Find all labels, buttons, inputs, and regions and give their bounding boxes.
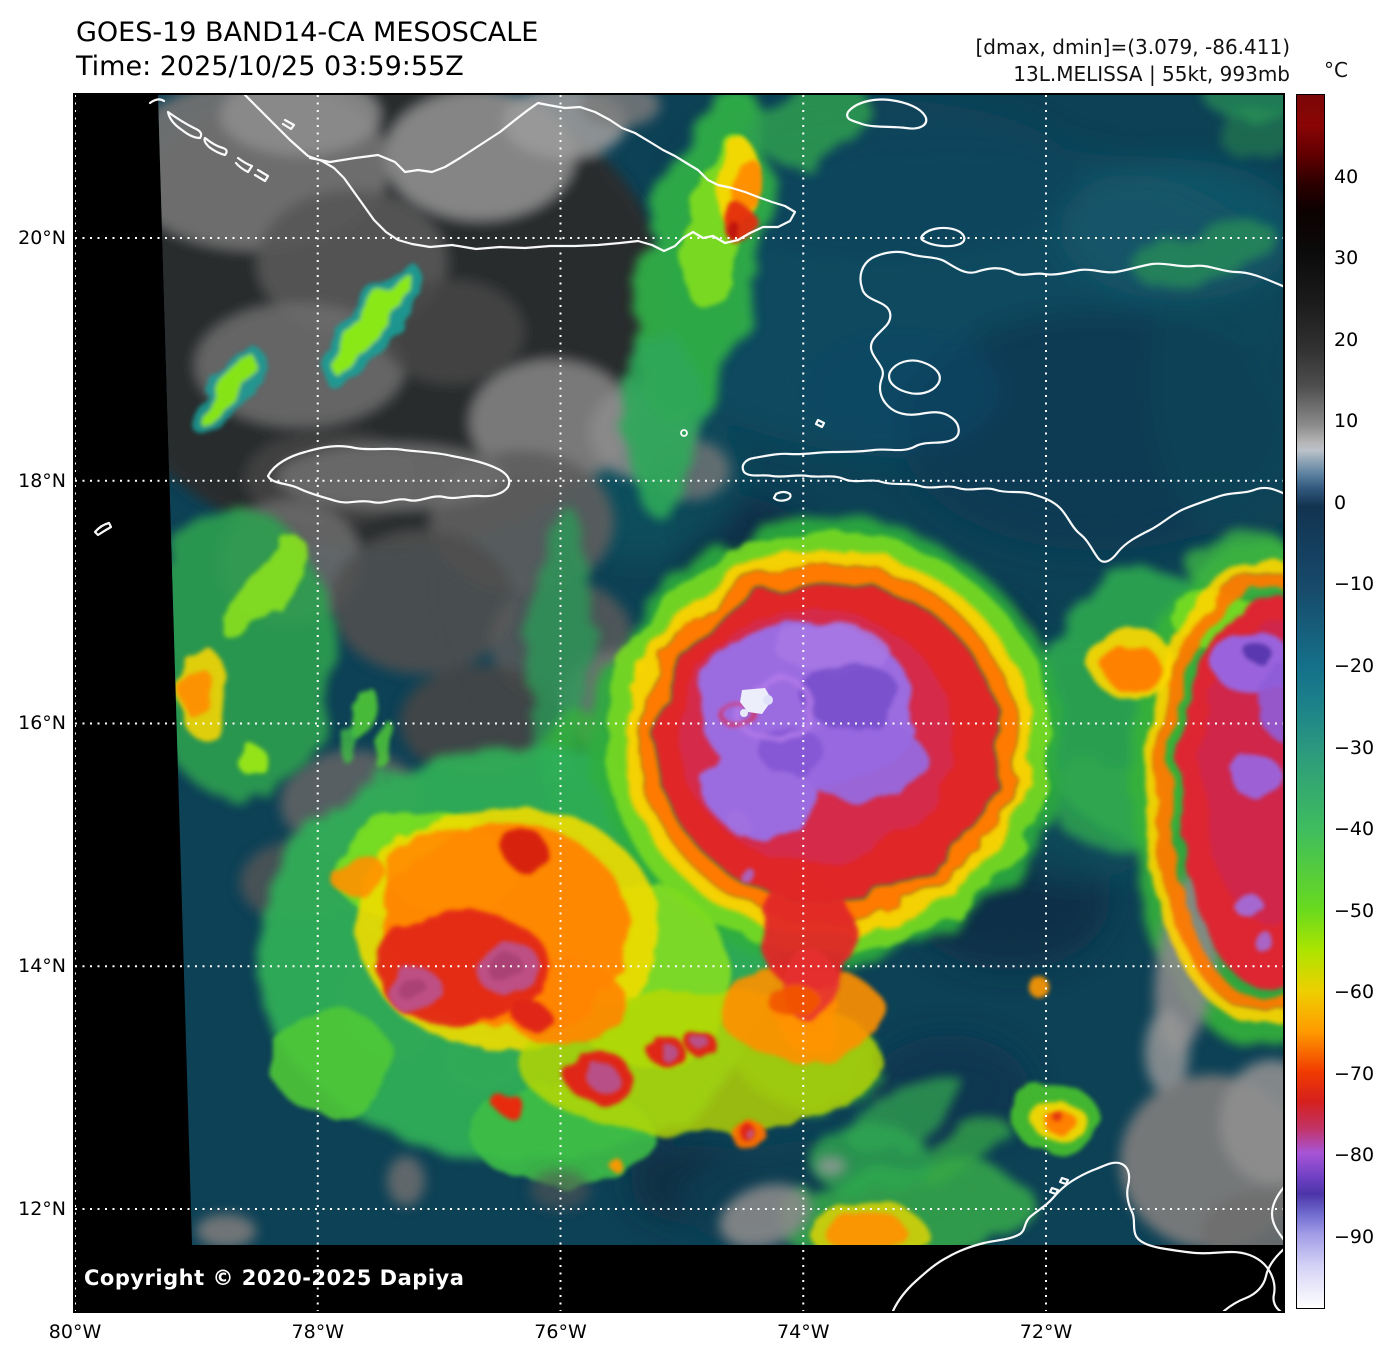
lat-tick-label: 12°N bbox=[18, 1197, 66, 1220]
copyright-text: Copyright © 2020-2025 Dapiya bbox=[84, 1266, 465, 1290]
page-title: GOES-19 BAND14-CA MESOSCALE Time: 2025/10… bbox=[76, 16, 538, 84]
colorbar-tick-label: 10 bbox=[1334, 410, 1359, 433]
colorbar-tick-label: 40 bbox=[1334, 165, 1359, 188]
satellite-map bbox=[73, 93, 1285, 1313]
storm-info-line: 13L.MELISSA | 55kt, 993mb bbox=[1013, 62, 1290, 86]
coastline-tortuga bbox=[920, 226, 966, 248]
low-cloud-layer-south bbox=[196, 870, 1283, 1245]
colorbar-tick-label: 0 bbox=[1334, 491, 1347, 514]
colorbar bbox=[1296, 94, 1325, 1309]
lat-tick-label: 16°N bbox=[18, 712, 66, 735]
lat-tick-label: 20°N bbox=[18, 226, 66, 249]
lon-tick-label: 74°W bbox=[777, 1321, 830, 1343]
coastline-jamaica bbox=[266, 445, 511, 504]
colorbar-tick-label: −50 bbox=[1334, 899, 1375, 922]
lon-tick-label: 72°W bbox=[1019, 1321, 1073, 1343]
lon-tick-label: 80°W bbox=[48, 1321, 102, 1343]
lat-tick-label: 14°N bbox=[18, 955, 66, 978]
coastline-ile-a-vache bbox=[772, 418, 826, 502]
lon-tick-label: 78°W bbox=[291, 1321, 344, 1343]
lat-lon-gridlines bbox=[75, 95, 1283, 1311]
colorbar-tick-label: −20 bbox=[1334, 655, 1375, 677]
satellite-imagery bbox=[75, 95, 1283, 1311]
colorbar-tick-label: −80 bbox=[1334, 1144, 1375, 1167]
coastline-south-america bbox=[891, 1161, 1282, 1311]
colorbar-tick-label: −70 bbox=[1334, 1062, 1375, 1085]
storm-annotation: [dmax, dmin]=(3.079, -86.411) 13L.MELISSA… bbox=[975, 34, 1290, 88]
title-line1: GOES-19 BAND14-CA MESOSCALE bbox=[76, 17, 539, 48]
colorbar-tick-label: −40 bbox=[1334, 818, 1375, 841]
colorbar-tick-label: −30 bbox=[1334, 736, 1375, 759]
coastline-navassa bbox=[680, 429, 688, 437]
title-line2: Time: 2025/10/25 03:59:55Z bbox=[76, 50, 464, 82]
colorbar-tick-label: −60 bbox=[1334, 981, 1375, 1004]
coastline-cuba bbox=[243, 95, 797, 253]
coastlines bbox=[93, 95, 1283, 1311]
coastline-venezuela-peninsula bbox=[1222, 1186, 1283, 1311]
colorbar-tick-label: −10 bbox=[1334, 573, 1375, 596]
coastline-hispaniola bbox=[741, 250, 1283, 563]
coldest-top-white-spot bbox=[740, 688, 773, 717]
coastline-guajira-islets bbox=[1048, 1176, 1070, 1196]
colorbar-tick-label: 30 bbox=[1334, 247, 1359, 270]
coastline-cayman-islet bbox=[93, 521, 113, 537]
overshooting-top-purple-layer bbox=[384, 622, 1283, 1137]
data-region bbox=[158, 95, 1283, 1245]
dmax-dmin-line: [dmax, dmin]=(3.079, -86.411) bbox=[975, 35, 1290, 59]
colorbar-unit-label: °C bbox=[1324, 58, 1348, 82]
coastline-cuba-cays bbox=[148, 98, 296, 183]
coastline-gonave bbox=[888, 359, 941, 395]
lon-tick-label: 76°W bbox=[534, 1321, 587, 1343]
colorbar-tick-label: −90 bbox=[1334, 1226, 1375, 1249]
colorbar-tick-label: 20 bbox=[1334, 328, 1359, 351]
lat-tick-label: 18°N bbox=[18, 469, 66, 492]
coastline-great-inagua bbox=[846, 98, 928, 130]
